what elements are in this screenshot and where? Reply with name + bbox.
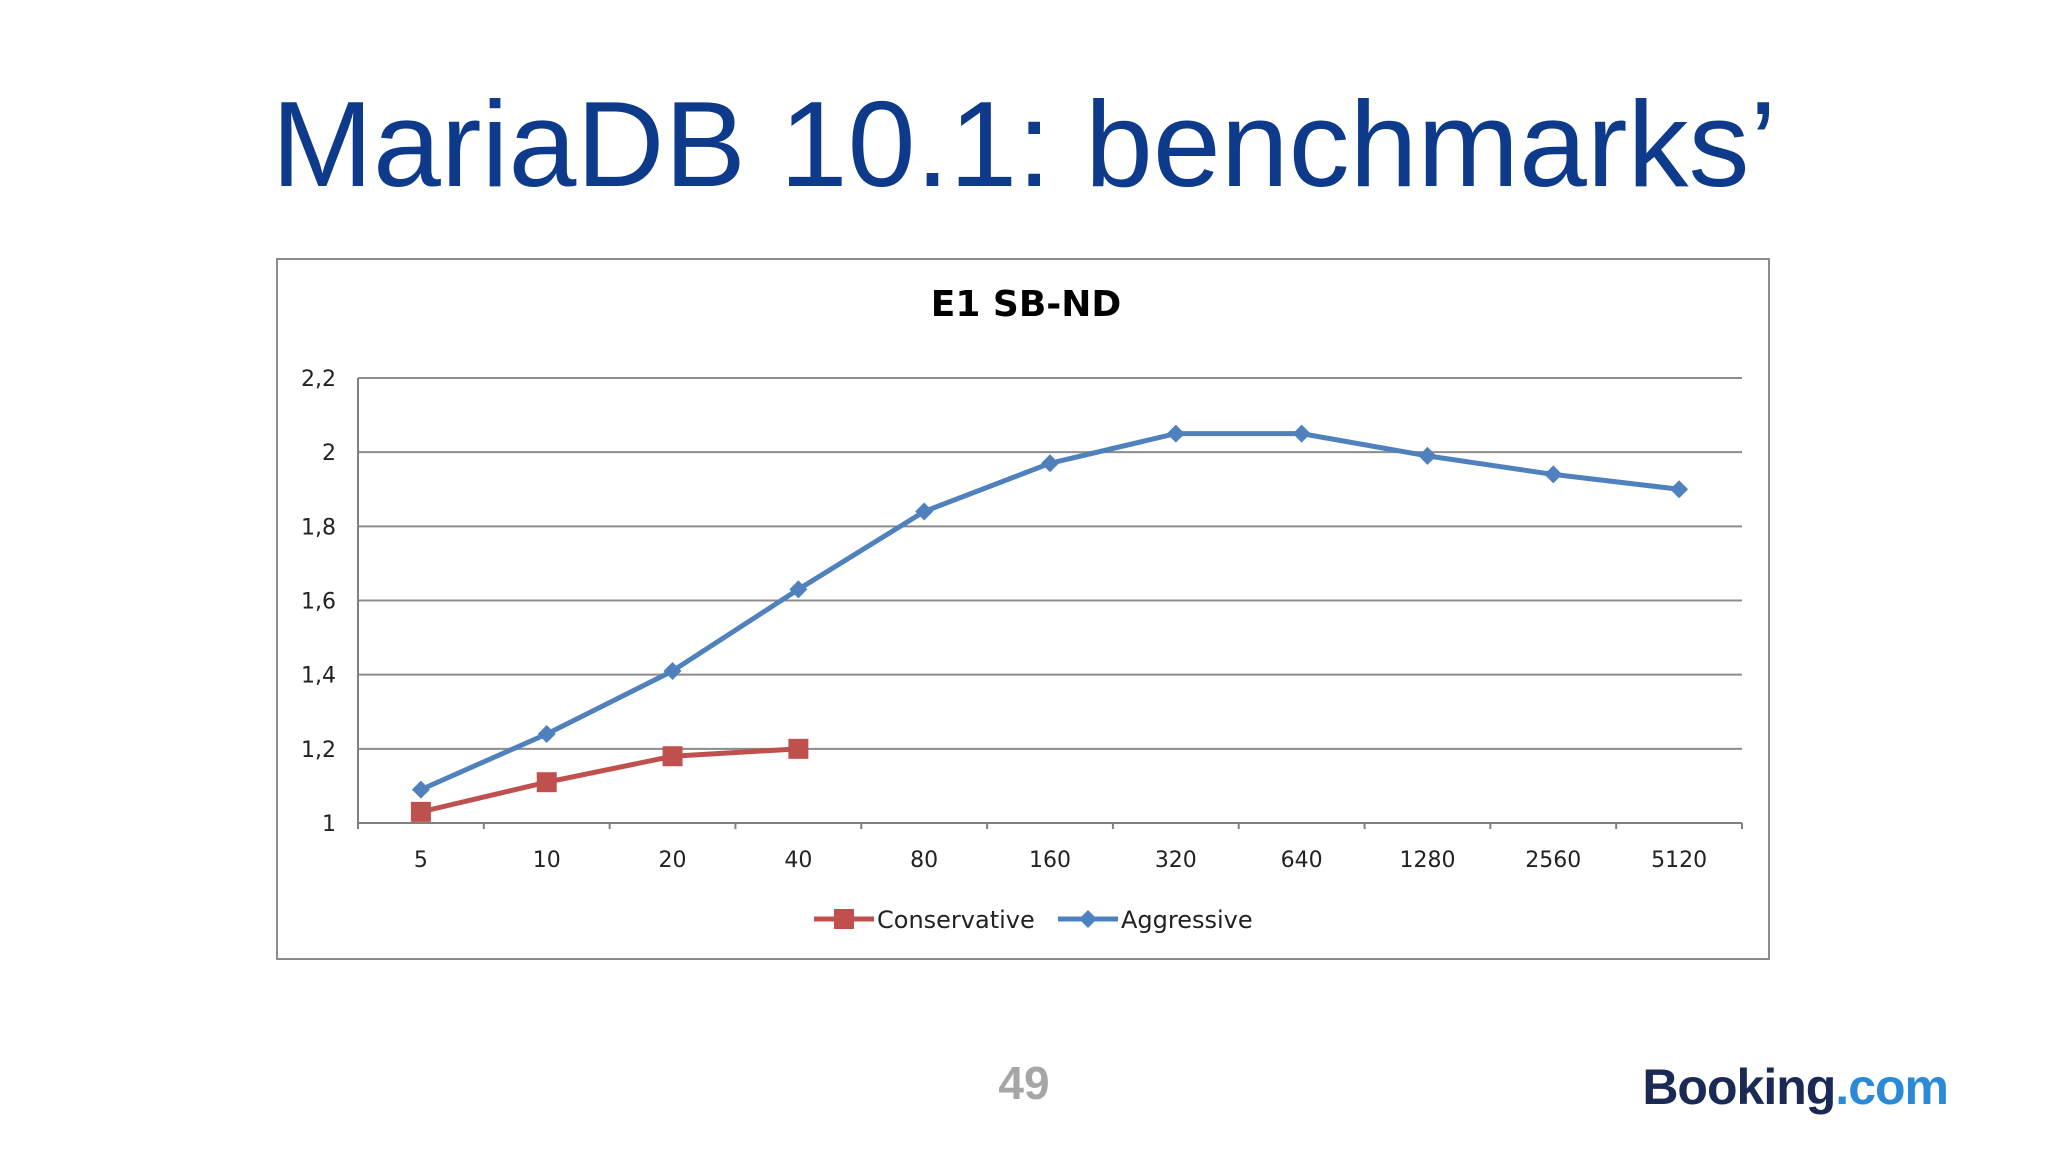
y-tick-label: 1,6 xyxy=(301,590,336,615)
x-tick-label: 160 xyxy=(1029,848,1071,873)
page-number: 49 xyxy=(998,1057,1050,1109)
logo-accent-text: .com xyxy=(1835,1059,1949,1115)
x-tick-label: 20 xyxy=(659,848,687,873)
data-point-diamond xyxy=(1041,454,1059,473)
x-tick-label: 1280 xyxy=(1399,848,1455,873)
booking-logo: Booking.com xyxy=(1642,1058,1949,1116)
legend-item-aggressive: Aggressive xyxy=(1058,906,1253,934)
x-tick-label: 320 xyxy=(1155,848,1197,873)
legend-label: Aggressive xyxy=(1121,906,1253,934)
x-tick-label: 640 xyxy=(1281,848,1323,873)
slide-title: MariaDB 10.1: benchmarks’ xyxy=(271,76,1777,212)
series-line xyxy=(419,431,1680,792)
data-point-diamond xyxy=(915,502,934,521)
data-point-square xyxy=(834,909,854,929)
series-line xyxy=(420,746,799,815)
data-point-square xyxy=(662,746,683,767)
x-tick-label: 5120 xyxy=(1651,848,1707,873)
legend: Conservative Aggressive xyxy=(814,906,1253,934)
chart-frame: E1 SB-ND 1 1,2 1,4 1,6 1,8 2 2,2 5 10 20 40 80 160 32… xyxy=(276,258,1770,960)
series-group xyxy=(410,424,1689,822)
data-point-square xyxy=(788,738,809,759)
y-tick-label: 1,4 xyxy=(301,664,336,689)
y-tick-label: 1,2 xyxy=(301,738,336,763)
series-aggressive xyxy=(411,424,1689,799)
logo-main-text: Booking xyxy=(1642,1059,1836,1115)
data-point-square xyxy=(410,801,431,822)
data-point-diamond xyxy=(537,725,556,743)
data-point-diamond xyxy=(663,661,682,680)
data-point-diamond xyxy=(1418,446,1437,465)
data-point-diamond xyxy=(789,580,808,599)
data-point-diamond xyxy=(1079,910,1097,928)
x-tick-label: 10 xyxy=(533,848,561,873)
axes: 1 1,2 1,4 1,6 1,8 2 2,2 5 10 20 40 80 160 320 640 1280 2… xyxy=(301,367,1743,873)
y-tick-label: 1 xyxy=(322,812,336,837)
data-point-diamond xyxy=(1670,480,1689,499)
y-tick-label: 2 xyxy=(322,441,336,466)
series-conservative xyxy=(410,738,809,822)
data-point-diamond xyxy=(411,780,430,799)
x-tick-label: 80 xyxy=(910,848,938,873)
x-tick-label: 5 xyxy=(414,848,428,873)
legend-item-conservative: Conservative xyxy=(814,906,1035,934)
x-tick-label: 2560 xyxy=(1525,848,1581,873)
data-point-diamond xyxy=(1292,424,1311,443)
y-tick-label: 1,8 xyxy=(301,515,336,540)
x-tick-label: 40 xyxy=(784,848,812,873)
y-tick-label: 2,2 xyxy=(301,367,336,392)
gridlines xyxy=(358,377,1742,824)
data-point-square xyxy=(536,772,557,793)
line-chart: E1 SB-ND 1 1,2 1,4 1,6 1,8 2 2,2 5 10 20 40 80 160 32… xyxy=(301,284,1743,934)
chart-title: E1 SB-ND xyxy=(931,284,1122,325)
data-point-diamond xyxy=(1544,465,1563,484)
data-point-diamond xyxy=(1166,424,1185,443)
legend-label: Conservative xyxy=(877,906,1035,934)
